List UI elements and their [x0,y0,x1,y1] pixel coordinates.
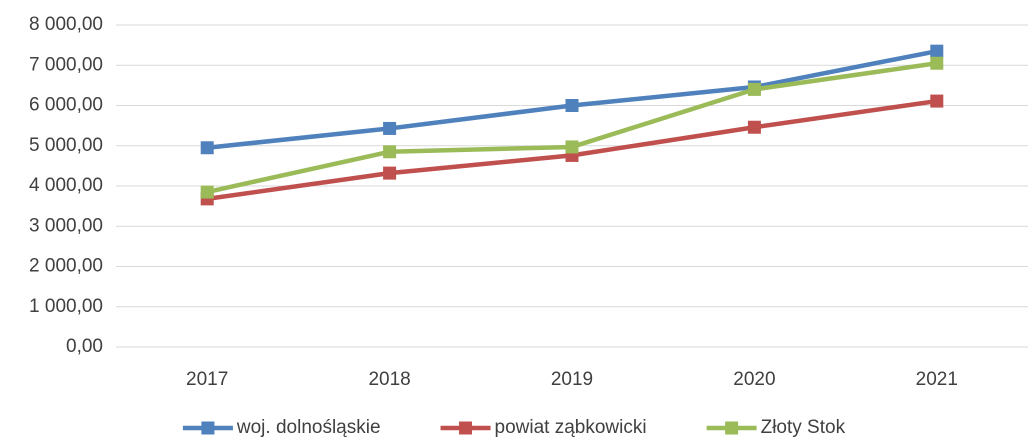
marker [200,141,214,155]
marker [200,185,214,199]
x-tick-label: 2017 [186,369,228,390]
y-tick-label: 1 000,00 [29,296,103,317]
y-tick-label: 2 000,00 [29,256,103,277]
legend-label: powiat ząbkowicki [495,417,647,438]
marker [565,140,579,154]
marker [565,99,579,112]
legend-label: woj. dolnośląskie [236,417,381,438]
y-tick-label: 7 000,00 [29,54,103,75]
marker [747,82,761,96]
marker [383,166,397,180]
marker [747,120,761,134]
y-tick-label: 4 000,00 [29,175,103,196]
marker [930,56,944,70]
x-tick-label: 2018 [368,369,410,390]
legend-marker [201,421,215,435]
x-tick-label: 2019 [551,369,593,390]
series-line [206,61,938,195]
legend-marker [725,421,739,435]
y-tick-label: 0,00 [66,336,103,357]
marker [930,44,944,58]
y-tick-label: 8 000,00 [29,14,103,35]
marker [383,121,397,135]
y-tick-label: 5 000,00 [29,135,103,156]
marker [383,145,397,159]
x-tick-label: 2020 [733,369,775,390]
y-tick-label: 3 000,00 [29,215,103,236]
marker [930,94,944,108]
x-tick-label: 2021 [916,369,958,390]
y-tick-label: 6 000,00 [29,95,103,116]
legend-label: Złoty Stok [761,417,846,438]
legend-marker [459,421,473,435]
